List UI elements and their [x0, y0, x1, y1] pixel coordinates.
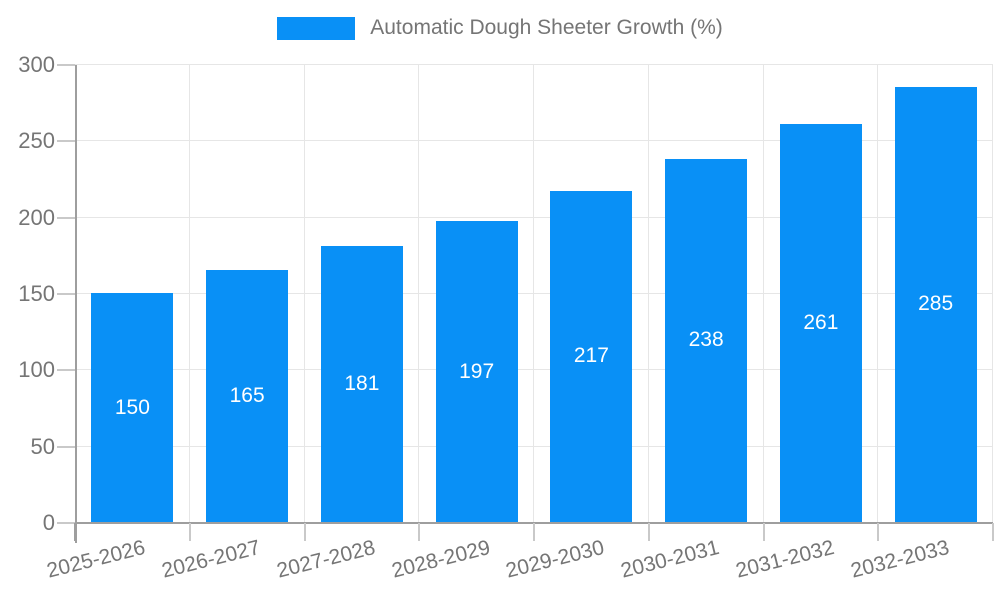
v-gridline — [992, 65, 993, 523]
y-axis-tick-label: 250 — [18, 128, 55, 154]
bar[interactable]: 150 — [91, 293, 174, 522]
y-axis-tick-label: 100 — [18, 357, 55, 383]
bar-value-label: 150 — [114, 395, 150, 419]
v-gridline — [188, 65, 190, 523]
bar-value-label: 285 — [918, 292, 954, 316]
x-axis-tick — [877, 523, 880, 541]
x-axis-tick — [188, 523, 191, 541]
x-axis-tick — [533, 523, 535, 541]
h-gridline — [75, 293, 993, 294]
y-axis-tick-label: 50 — [30, 433, 55, 459]
legend-label: Automatic Dough Sheeter Growth (%) — [370, 16, 723, 39]
h-gridline — [75, 140, 993, 142]
h-gridline — [75, 369, 993, 371]
bar[interactable]: 181 — [320, 245, 403, 522]
x-axis-tick — [303, 523, 306, 541]
v-gridline — [418, 65, 420, 523]
y-axis-line — [75, 65, 77, 543]
v-gridline — [533, 65, 534, 523]
x-axis-tick — [418, 523, 421, 541]
bar-value-label: 238 — [688, 328, 724, 352]
h-gridline — [75, 216, 993, 218]
bar-value-label: 165 — [229, 384, 265, 408]
y-axis-tick — [57, 140, 75, 143]
bar[interactable]: 165 — [206, 270, 289, 522]
bar-value-label: 181 — [344, 371, 380, 395]
bar[interactable]: 197 — [435, 221, 518, 522]
y-axis-tick — [57, 216, 75, 219]
v-gridline — [762, 65, 764, 523]
legend-swatch[interactable] — [277, 16, 356, 40]
y-axis-tick — [57, 293, 75, 295]
plot-area: 150 165 181 197 217 238 261 285 — [75, 64, 993, 543]
y-axis-tick-label: 300 — [18, 52, 55, 77]
chart-legend[interactable]: Automatic Dough Sheeter Growth (%) — [0, 16, 1000, 40]
y-axis-tick — [57, 445, 75, 448]
x-axis-tick — [647, 523, 650, 541]
bar[interactable]: 217 — [550, 190, 633, 522]
y-axis-tick — [57, 522, 75, 524]
y-axis-tick — [57, 64, 75, 66]
bar[interactable]: 261 — [779, 123, 862, 522]
v-gridline — [303, 65, 305, 523]
v-gridline — [647, 65, 649, 523]
bar-value-label: 261 — [803, 310, 839, 334]
y-axis-tick — [57, 369, 75, 372]
y-axis-tick-label: 150 — [18, 281, 55, 306]
x-axis-tick — [992, 523, 994, 541]
bar-value-label: 217 — [573, 344, 609, 368]
h-gridline — [75, 64, 993, 65]
bar[interactable]: 238 — [665, 158, 748, 522]
y-axis-tick-label: 200 — [18, 204, 55, 230]
bar-value-label: 197 — [459, 359, 495, 383]
x-axis-tick — [762, 523, 765, 541]
v-gridline — [877, 65, 879, 523]
h-gridline — [75, 445, 993, 447]
y-axis-tick-label: 0 — [42, 510, 55, 535]
x-axis-tick — [74, 523, 76, 541]
bar[interactable]: 285 — [894, 86, 977, 522]
